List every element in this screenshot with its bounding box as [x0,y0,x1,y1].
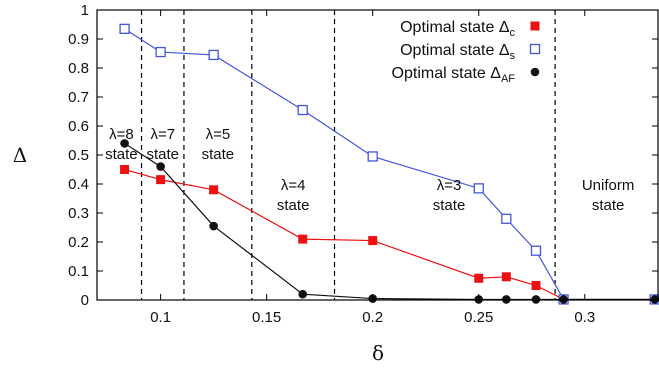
y-tick-label: 0.3 [68,205,89,222]
data-point [156,175,166,185]
y-axis-label: Δ [13,143,27,167]
y-tick-label: 0.6 [68,118,89,135]
y-tick-label: 0.5 [68,147,89,164]
y-tick-label: 0.8 [68,60,89,77]
series-layer [119,23,659,305]
series-line [124,142,655,301]
series-line [124,28,655,301]
data-point [530,245,542,256]
series-3 [120,139,659,304]
region-label: λ=5 state [202,126,235,163]
data-point [119,23,130,35]
region-label: λ=4 state [277,177,310,214]
y-tick-label: 1 [81,2,89,19]
legend-label: Optimal state Δc [400,19,515,39]
legend-label: Optimal state Δs [400,42,515,62]
data-point [298,289,308,299]
region-label: λ=3 state [433,177,466,214]
data-point [120,139,129,148]
data-point [209,221,218,231]
data-point [120,165,130,174]
data-point [531,281,541,290]
region-label: λ=7 state [146,126,179,163]
x-tick-label: 0.3 [574,309,595,326]
y-tick-label: 0.4 [68,176,89,193]
data-point [298,234,308,244]
y-tick-label: 0.1 [68,263,89,280]
legend-marker [529,43,541,55]
data-point [156,162,165,171]
data-point [155,46,166,58]
x-tick-label: 0.2 [362,309,383,326]
legend-marker [530,67,540,77]
y-tick-label: 0.9 [68,31,89,48]
data-point [473,183,484,194]
x-tick-label: 0.15 [252,309,281,326]
x-axis-label: δ [372,341,384,365]
data-point [501,272,511,282]
y-tick-label: 0 [81,292,89,309]
y-tick-label: 0.2 [68,234,89,251]
data-point [368,236,378,246]
data-point [297,104,308,116]
legend-label: Optimal state ΔAF [392,65,516,85]
data-point [501,213,512,224]
legend: Optimal state Δc Optimal state Δs Optimal … [392,19,541,85]
series-2 [119,23,659,305]
y-tick-label: 0.7 [68,89,89,106]
region-label: Uniform state [582,177,635,214]
data-point [474,273,484,283]
series-1 [120,165,659,304]
axis-ticks: 0 0.1 0.2 0.3 0.4 0.5 0.6 0.7 0.8 0.9 1 0.1 0.15 0.2 0… [68,2,658,326]
region-label: λ=8 state [105,126,138,163]
legend-marker [530,21,540,31]
x-tick-label: 0.25 [464,309,493,326]
data-point [367,151,378,162]
data-point [209,185,219,195]
series-line [124,168,655,301]
x-tick-label: 0.1 [150,309,171,326]
data-point [208,49,219,61]
